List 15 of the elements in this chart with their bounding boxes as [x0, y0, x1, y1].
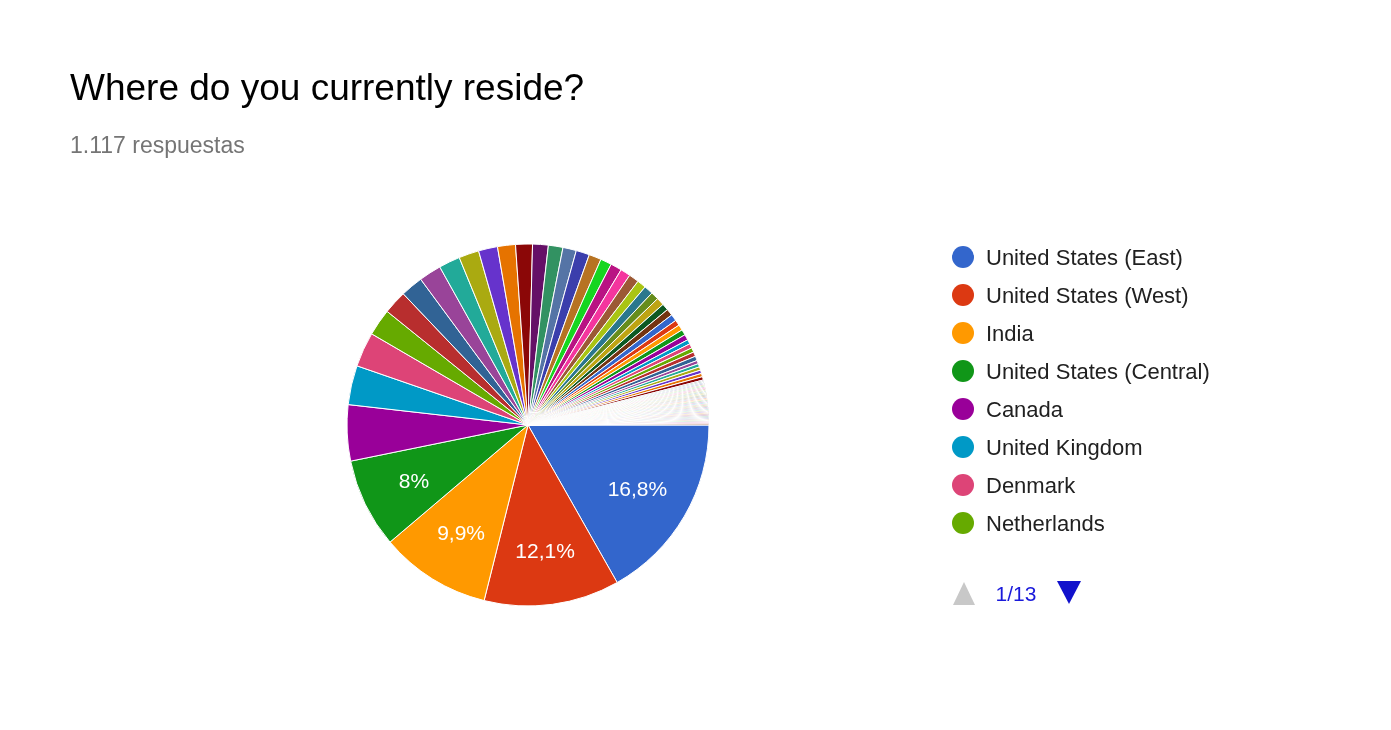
chart-title: Where do you currently reside? [70, 67, 585, 108]
legend-label: Canada [986, 396, 1064, 422]
legend-label: United Kingdom [986, 434, 1143, 460]
text: 1.117 respuestas [70, 132, 245, 158]
legend-label: United States (Central) [986, 358, 1210, 384]
data-label: 12,1% [515, 539, 575, 563]
legend-label: United States (East) [986, 244, 1183, 270]
data-label: 16,8% [607, 477, 668, 501]
data-label: 8% [398, 468, 430, 492]
text: 1/13 [995, 582, 1037, 605]
data-label: 9,9% [437, 521, 486, 545]
legend-label: Denmark [986, 472, 1077, 498]
legend-label: Netherlands [986, 510, 1105, 536]
legend-label: India [986, 320, 1035, 346]
legend-label: United States (West) [986, 282, 1189, 308]
